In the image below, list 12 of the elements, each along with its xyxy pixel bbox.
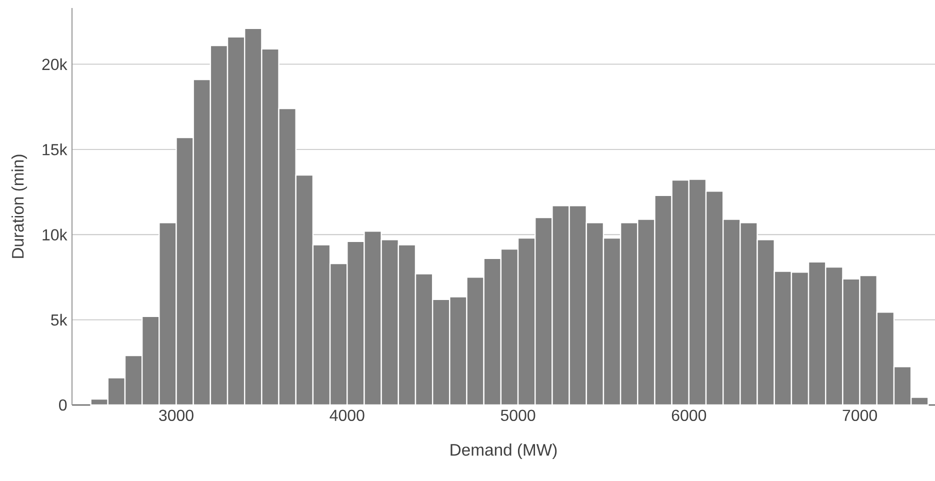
y-tick-label: 15k [42, 144, 68, 156]
y-tick-label: 10k [42, 228, 68, 240]
x-tick-label: 4000 [330, 410, 364, 422]
x-tick-label: 3000 [159, 410, 194, 422]
y-tick-label: 5k [51, 314, 68, 326]
x-tick-label: 6000 [672, 410, 706, 422]
x-tick-label: 7000 [842, 410, 877, 422]
y-tick-label: 0 [59, 399, 67, 411]
x-tick-label: 5000 [500, 410, 536, 422]
y-tick-label: 20k [42, 58, 68, 70]
x-axis-title: Demand (MW) [450, 444, 557, 460]
y-axis-title: Duration (min) [11, 154, 28, 258]
